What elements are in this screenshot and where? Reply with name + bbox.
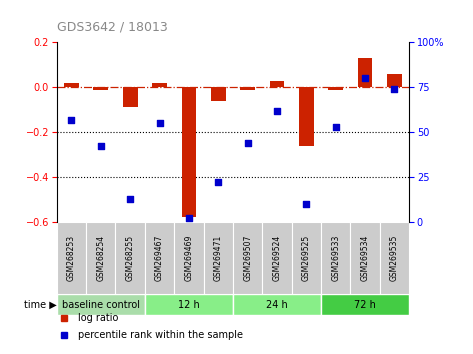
Text: 72 h: 72 h bbox=[354, 299, 376, 309]
Text: GSM269534: GSM269534 bbox=[360, 234, 369, 281]
Bar bbox=[240, 87, 255, 90]
Point bbox=[156, 120, 163, 126]
Bar bbox=[94, 87, 108, 90]
Point bbox=[97, 144, 105, 149]
Point bbox=[332, 124, 340, 130]
Point bbox=[68, 117, 75, 122]
Bar bbox=[270, 81, 284, 87]
Text: GSM269507: GSM269507 bbox=[243, 234, 252, 281]
Text: GSM269471: GSM269471 bbox=[214, 235, 223, 281]
Bar bbox=[57, 222, 86, 293]
Point bbox=[361, 75, 369, 81]
Point bbox=[185, 215, 193, 221]
Text: GSM269469: GSM269469 bbox=[184, 234, 193, 281]
Bar bbox=[299, 87, 314, 145]
Bar bbox=[233, 222, 263, 293]
Bar bbox=[387, 74, 402, 87]
Bar bbox=[292, 222, 321, 293]
Bar bbox=[211, 87, 226, 101]
Text: GSM269525: GSM269525 bbox=[302, 235, 311, 281]
Bar bbox=[321, 222, 350, 293]
Bar bbox=[182, 87, 196, 217]
Text: GDS3642 / 18013: GDS3642 / 18013 bbox=[57, 21, 167, 34]
Point bbox=[391, 86, 398, 92]
Text: GSM268254: GSM268254 bbox=[96, 235, 105, 281]
Bar bbox=[64, 83, 79, 87]
Bar bbox=[321, 293, 409, 315]
Bar bbox=[152, 83, 167, 87]
Text: GSM268255: GSM268255 bbox=[126, 235, 135, 281]
Bar bbox=[115, 222, 145, 293]
Bar bbox=[358, 58, 372, 87]
Bar bbox=[174, 222, 203, 293]
Text: 24 h: 24 h bbox=[266, 299, 288, 309]
Bar bbox=[203, 222, 233, 293]
Point bbox=[244, 140, 252, 146]
Bar bbox=[145, 222, 174, 293]
Bar bbox=[57, 293, 145, 315]
Text: GSM269524: GSM269524 bbox=[272, 235, 281, 281]
Bar bbox=[350, 222, 380, 293]
Bar bbox=[86, 222, 115, 293]
Text: GSM269467: GSM269467 bbox=[155, 234, 164, 281]
Bar bbox=[123, 87, 138, 108]
Text: percentile rank within the sample: percentile rank within the sample bbox=[78, 330, 243, 340]
Bar bbox=[263, 222, 292, 293]
Text: baseline control: baseline control bbox=[62, 299, 140, 309]
Text: log ratio: log ratio bbox=[78, 313, 118, 323]
Bar bbox=[380, 222, 409, 293]
Bar bbox=[328, 87, 343, 90]
Text: GSM269533: GSM269533 bbox=[331, 234, 340, 281]
Bar bbox=[145, 293, 233, 315]
Point bbox=[214, 179, 222, 185]
Text: GSM268253: GSM268253 bbox=[67, 235, 76, 281]
Point bbox=[273, 108, 281, 114]
Text: GSM269535: GSM269535 bbox=[390, 234, 399, 281]
Bar bbox=[233, 293, 321, 315]
Text: 12 h: 12 h bbox=[178, 299, 200, 309]
Point bbox=[303, 201, 310, 207]
Text: time ▶: time ▶ bbox=[24, 299, 57, 309]
Point bbox=[126, 196, 134, 201]
